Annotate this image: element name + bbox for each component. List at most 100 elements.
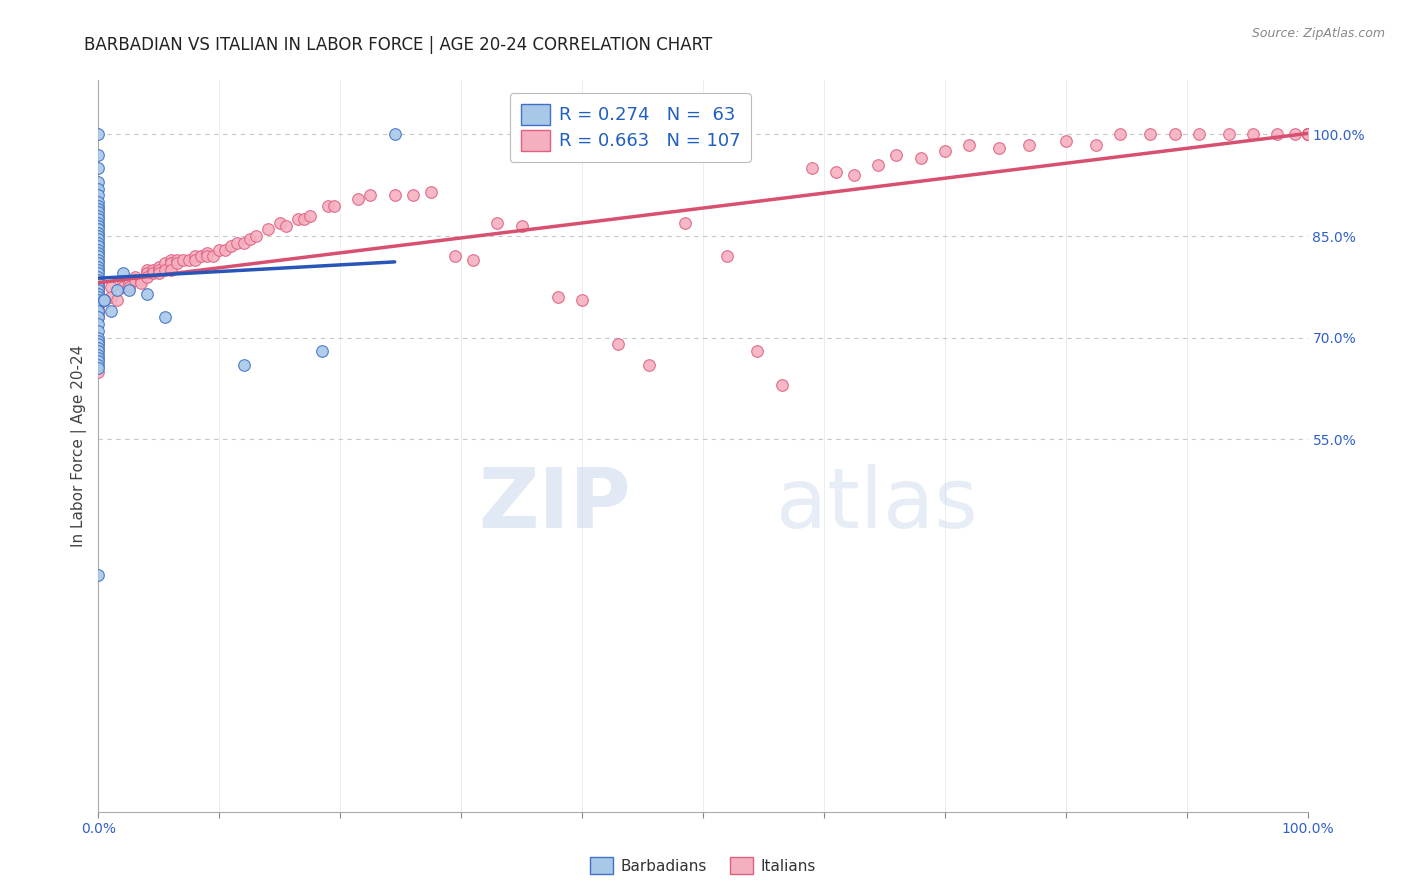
Point [87,205,110,219]
Point [420,185,443,199]
Point [87,317,110,331]
Point [323,198,346,212]
Point [87,235,110,250]
Point [87,195,110,210]
Point [87,297,110,311]
Point [87,283,110,297]
Point [347,192,370,206]
Point [87,249,110,263]
Point [87,226,110,240]
Point [716,249,738,263]
Point [118,277,141,291]
Point [1267,128,1289,142]
Point [166,256,188,270]
Point [153,263,176,277]
Point [124,269,146,284]
Point [195,246,218,260]
Point [87,246,110,260]
Point [87,334,110,348]
Point [118,283,141,297]
Point [87,277,110,291]
Point [142,266,165,280]
Point [287,212,309,227]
Point [747,344,769,359]
Point [1296,128,1319,142]
Point [607,337,630,351]
Point [311,344,333,359]
Point [87,188,110,202]
Point [87,266,110,280]
Point [87,198,110,212]
Point [770,378,793,392]
Legend: Barbadians, Italians: Barbadians, Italians [583,851,823,880]
Point [87,354,110,368]
Point [384,188,406,202]
Point [87,337,110,351]
Point [800,161,823,176]
Point [510,219,533,233]
Point [87,219,110,233]
Text: ZIP: ZIP [478,464,630,545]
Point [988,141,1011,155]
Point [87,303,110,318]
Point [825,164,848,178]
Point [316,198,339,212]
Point [299,209,322,223]
Point [129,277,152,291]
Point [87,209,110,223]
Point [87,567,110,582]
Point [160,256,183,270]
Point [87,283,110,297]
Point [934,145,956,159]
Point [87,280,110,294]
Point [1296,128,1319,142]
Point [111,280,134,294]
Point [148,266,170,280]
Point [1139,128,1161,142]
Point [239,232,262,246]
Point [957,137,980,152]
Point [571,293,593,308]
Point [87,293,110,308]
Point [844,168,866,182]
Point [135,266,157,280]
Point [87,252,110,267]
Point [135,286,157,301]
Point [87,324,110,338]
Point [87,277,110,291]
Point [105,283,128,297]
Point [547,290,569,304]
Point [87,290,110,304]
Point [87,337,110,351]
Point [135,263,157,277]
Point [1296,128,1319,142]
Point [87,286,110,301]
Point [111,277,134,291]
Point [1241,128,1264,142]
Point [87,351,110,365]
Point [87,290,110,304]
Point [87,260,110,274]
Point [100,303,122,318]
Point [87,303,110,318]
Point [153,310,176,325]
Point [1296,128,1319,142]
Point [87,181,110,195]
Point [910,151,932,165]
Legend: R = 0.274   N =  63, R = 0.663   N = 107: R = 0.274 N = 63, R = 0.663 N = 107 [510,93,751,161]
Point [195,249,218,263]
Point [292,212,315,227]
Point [463,252,485,267]
Y-axis label: In Labor Force | Age 20-24: In Labor Force | Age 20-24 [72,345,87,547]
Point [148,260,170,274]
Point [256,222,278,236]
Point [87,358,110,372]
Point [87,202,110,216]
Point [868,158,890,172]
Point [245,229,267,244]
Point [269,215,291,229]
Point [87,310,110,325]
Point [87,215,110,229]
Point [208,243,231,257]
Point [184,252,207,267]
